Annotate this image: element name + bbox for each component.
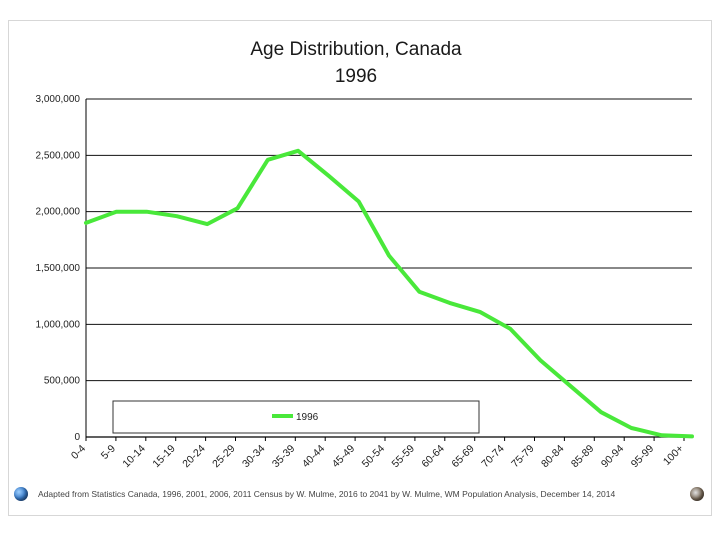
- y-tick-label: 2,500,000: [36, 150, 81, 161]
- footer: Adapted from Statistics Canada, 1996, 20…: [0, 486, 720, 506]
- x-tick-label: 50-54: [360, 443, 388, 471]
- data-point: [478, 310, 482, 314]
- legend-box: [112, 400, 480, 434]
- x-tick-label: 75-79: [509, 443, 537, 471]
- y-axis-ticks: 0 500,000 1,000,000 1,500,000 2,000,000 2,500…: [36, 94, 81, 443]
- x-tick-label: 40-44: [300, 443, 328, 471]
- x-axis-ticks: 0-4 5-9 10-14 15-19 20-24 25-29 30-34 35-39 40-4…: [69, 437, 686, 470]
- chart-frame: [8, 20, 712, 516]
- y-tick-label: 0: [74, 432, 80, 443]
- y-tick-label: 3,000,000: [36, 94, 81, 105]
- x-tick-label: 65-69: [449, 443, 477, 471]
- data-point: [387, 254, 391, 258]
- x-tick-label: 80-84: [539, 443, 567, 471]
- data-point: [629, 426, 634, 430]
- data-point: [296, 149, 300, 153]
- x-tick-label: 30-34: [240, 443, 268, 471]
- data-point: [114, 210, 118, 214]
- series-layer: [84, 148, 694, 439]
- x-tick-label: 25-29: [210, 443, 238, 471]
- data-point: [599, 410, 603, 414]
- x-tick-label: 35-39: [270, 443, 298, 471]
- chart-title-line-2: 1996: [335, 66, 377, 87]
- data-point: [508, 327, 512, 331]
- series-line-1996: [84, 148, 694, 439]
- y-tick-label: 1,500,000: [36, 263, 81, 274]
- data-point: [690, 434, 694, 439]
- y-tick-label: 2,000,000: [36, 207, 81, 218]
- data-point: [326, 174, 330, 178]
- data-point: [357, 199, 361, 204]
- x-tick-label: 10-14: [120, 443, 148, 471]
- data-point: [417, 290, 421, 294]
- y-tick-label: 500,000: [44, 376, 81, 387]
- x-tick-label: 95-99: [629, 443, 657, 471]
- x-tick-label: 55-59: [390, 443, 418, 471]
- data-point: [84, 221, 88, 225]
- data-point: [448, 301, 452, 305]
- x-tick-label: 85-89: [569, 443, 597, 471]
- x-tick-label: 70-74: [479, 443, 507, 471]
- chart-title-line-1: Age Distribution, Canada: [250, 39, 462, 60]
- x-tick-label: 5-9: [99, 443, 118, 462]
- legend-label: 1996: [296, 412, 319, 423]
- x-tick-label: 90-94: [599, 443, 627, 471]
- globe-icon: [14, 487, 28, 501]
- data-point: [145, 210, 149, 214]
- grid-lines: [85, 98, 692, 438]
- source-note: Adapted from Statistics Canada, 1996, 20…: [38, 489, 616, 499]
- x-tick-label: 15-19: [150, 443, 178, 471]
- data-point: [660, 433, 664, 437]
- x-tick-label: 45-49: [330, 443, 358, 471]
- data-point: [175, 214, 179, 218]
- data-point: [266, 158, 270, 162]
- x-tick-label: 60-64: [419, 443, 447, 471]
- x-tick-label: 100+: [661, 443, 686, 468]
- x-tick-label: 0-4: [69, 443, 88, 462]
- x-tick-label: 20-24: [180, 443, 208, 471]
- data-point: [569, 384, 573, 388]
- data-point: [538, 358, 543, 362]
- data-point: [235, 206, 240, 210]
- logo-icon: [690, 487, 704, 501]
- data-point: [205, 222, 209, 226]
- y-tick-label: 1,000,000: [36, 319, 81, 330]
